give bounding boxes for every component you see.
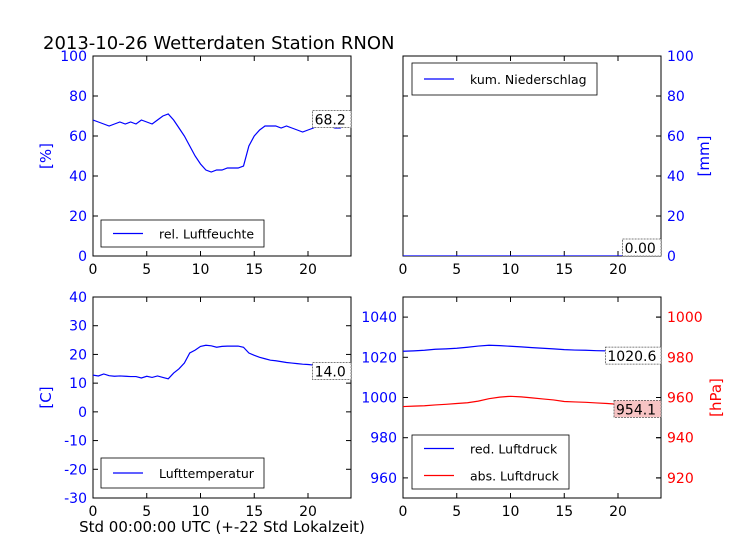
- pressure-y2tick-label: 980: [667, 350, 694, 366]
- pressure-y2tick-label: 960: [667, 391, 694, 407]
- temperature-legend: Lufttemperatur: [100, 457, 265, 489]
- temperature-ytick-label: -20: [64, 462, 87, 478]
- pressure-ytick-label: 960: [370, 471, 397, 487]
- precip-xtick-label: 0: [399, 262, 408, 278]
- temperature-xtick-label: 15: [245, 504, 263, 520]
- pressure-xtick-label: 20: [609, 504, 627, 520]
- temperature-xtick-label: 10: [192, 504, 210, 520]
- pressure-y2tick-label: 1000: [667, 310, 703, 326]
- pressure-annotation-box: [605, 346, 662, 365]
- temperature-ytick-label: 40: [69, 290, 87, 306]
- precip-legend-label: kum. Niederschlag: [470, 72, 587, 87]
- humidity-ytick-label: 0: [78, 249, 87, 265]
- humidity-panel: 0 5 10 15 20 0 20 40 60 80 100 [%] 68.2 rel. Luftfeuc…: [37, 49, 352, 278]
- pressure-xtick-label: 5: [452, 504, 461, 520]
- humidity-xtick-label: 15: [245, 262, 263, 278]
- pressure-annotation-text: 954.1: [616, 402, 656, 418]
- precip-xtick-label: 20: [609, 262, 627, 278]
- pressure-legend-label: red. Luftdruck: [470, 442, 558, 457]
- figure-title: 2013-10-26 Wetterdaten Station RNON: [43, 33, 394, 54]
- pressure-legend: red. Luftdruck abs. Luftdruck: [411, 434, 570, 490]
- pressure-y2tick-label: 920: [667, 471, 694, 487]
- precip-annotation-box: [622, 238, 662, 257]
- humidity-xtick-label: 20: [299, 262, 317, 278]
- temperature-xtick-label: 5: [142, 504, 151, 520]
- temperature-ytick-label: -30: [64, 491, 87, 507]
- precip-ylabel: [mm]: [695, 136, 713, 177]
- precip-ytick-label: 60: [667, 129, 685, 145]
- precip-panel: 0 5 10 15 20 0 20 40 60 80 100 [mm] 0.00 kum. Nieders…: [399, 49, 713, 278]
- pressure-ytick-label: 1040: [361, 310, 397, 326]
- precip-xtick-label: 15: [555, 262, 573, 278]
- humidity-series-0-line: [93, 113, 351, 173]
- temperature-ytick-label: 30: [69, 319, 87, 335]
- pressure-ytick-label: 980: [370, 431, 397, 447]
- humidity-legend: rel. Luftfeuchte: [100, 219, 265, 248]
- temperature-ytick-label: 0: [78, 405, 87, 421]
- precip-legend: kum. Niederschlag: [411, 62, 598, 96]
- temperature-xtick-label: 0: [89, 504, 98, 520]
- humidity-ytick-label: 100: [60, 49, 87, 65]
- humidity-xtick-label: 0: [89, 262, 98, 278]
- humidity-ytick-label: 20: [69, 209, 87, 225]
- precip-annotation-text: 0.00: [625, 241, 656, 257]
- precip-ytick-label: 0: [667, 249, 676, 265]
- humidity-legend-label: rel. Luftfeuchte: [159, 227, 254, 242]
- humidity-annotation-box: [312, 110, 352, 128]
- pressure-annotation-text: 1020.6: [607, 349, 656, 365]
- humidity-ytick-label: 80: [69, 89, 87, 105]
- temperature-ytick-label: -10: [64, 434, 87, 450]
- temperature-panel: 0 5 10 15 20 -30 -20 -10 0 10 20 30 40 [C] 14.0 Lufttem…: [37, 290, 352, 520]
- humidity-xtick-label: 5: [142, 262, 151, 278]
- temperature-series-group: [93, 344, 351, 380]
- pressure-y2label: [hPa]: [707, 378, 725, 417]
- pressure-annotation-box: [613, 399, 662, 418]
- precip-ytick-label: 100: [667, 49, 694, 65]
- temperature-ytick-label: 10: [69, 376, 87, 392]
- precip-xtick-label: 5: [452, 262, 461, 278]
- figure-xlabel: Std 00:00:00 UTC (+-22 Std Lokalzeit): [79, 518, 365, 536]
- temperature-ytick-label: 20: [69, 347, 87, 363]
- humidity-ytick-label: 40: [69, 169, 87, 185]
- precip-xtick-label: 10: [502, 262, 520, 278]
- humidity-series-group: [93, 113, 351, 173]
- pressure-legend-box: [411, 434, 570, 490]
- pressure-xtick-label: 15: [555, 504, 573, 520]
- pressure-ytick-label: 1020: [361, 350, 397, 366]
- humidity-annotation-text: 68.2: [315, 113, 346, 129]
- temperature-legend-label: Lufttemperatur: [159, 466, 255, 481]
- pressure-xtick-label: 0: [399, 504, 408, 520]
- precip-ytick-label: 20: [667, 209, 685, 225]
- precip-ytick-label: 40: [667, 169, 685, 185]
- pressure-panel: 0 5 10 15 20 960 980 1000 1020 1040 920 940 960 980 10…: [361, 296, 725, 520]
- pressure-ytick-label: 1000: [361, 391, 397, 407]
- temperature-annotation-text: 14.0: [315, 365, 346, 381]
- humidity-xtick-label: 10: [192, 262, 210, 278]
- temperature-series-0-line: [93, 344, 351, 380]
- humidity-ytick-label: 60: [69, 129, 87, 145]
- temperature-xtick-label: 20: [299, 504, 317, 520]
- precip-ytick-label: 80: [667, 89, 685, 105]
- pressure-y2tick-label: 940: [667, 431, 694, 447]
- humidity-ylabel: [%]: [37, 143, 55, 169]
- pressure-legend-label: abs. Luftdruck: [470, 469, 560, 484]
- temperature-ylabel: [C]: [37, 386, 55, 408]
- pressure-xtick-label: 10: [502, 504, 520, 520]
- temperature-annotation-box: [312, 362, 352, 381]
